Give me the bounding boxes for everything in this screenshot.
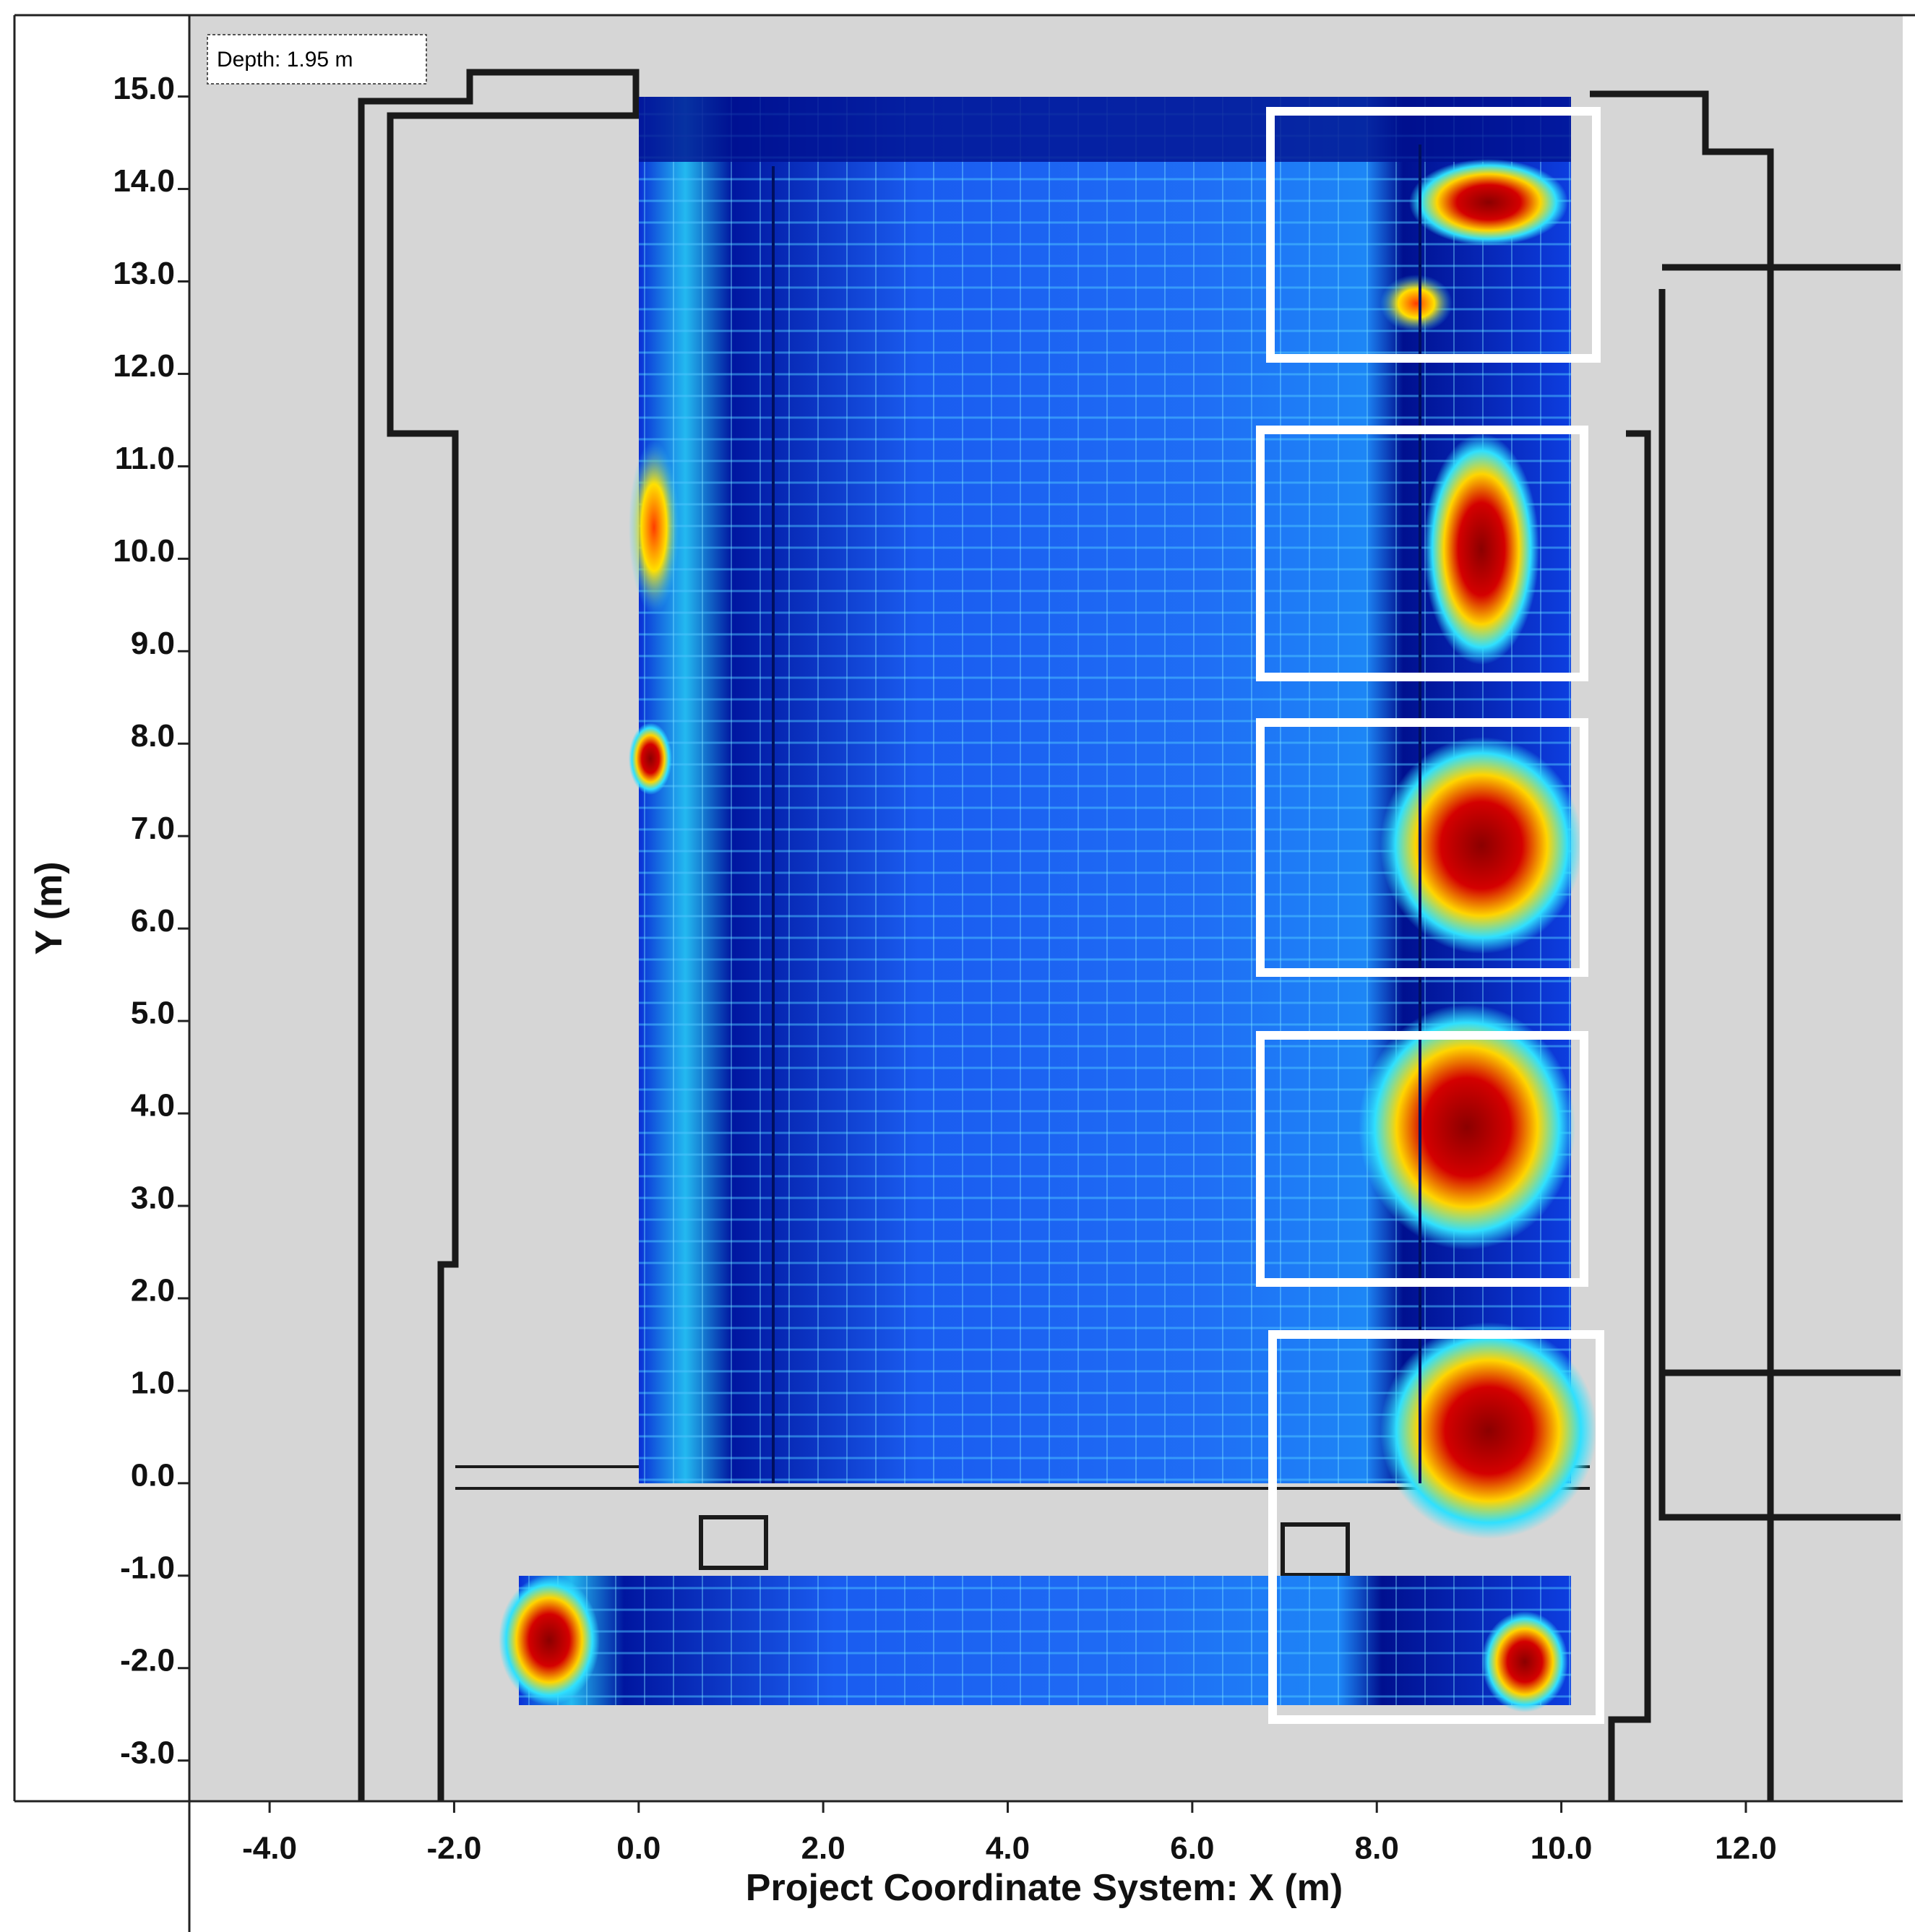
y-tick-label: 10.0 bbox=[113, 533, 175, 569]
y-tick-label: 4.0 bbox=[131, 1088, 175, 1124]
y-tick-label: -2.0 bbox=[120, 1642, 175, 1678]
y-tick-label: 7.0 bbox=[131, 811, 175, 846]
annotation-box bbox=[207, 34, 427, 85]
y-tick-label: 9.0 bbox=[131, 626, 175, 661]
y-tick-label: 13.0 bbox=[113, 256, 175, 291]
y-tick-label: -3.0 bbox=[120, 1735, 175, 1770]
y-tick-label: 3.0 bbox=[131, 1181, 175, 1216]
y-tick-label: 6.0 bbox=[131, 903, 175, 939]
y-tick-label: 11.0 bbox=[115, 441, 175, 476]
y-tick-label: 8.0 bbox=[131, 718, 175, 754]
y-tick-label: -1.0 bbox=[120, 1550, 175, 1585]
y-tick-label: 12.0 bbox=[113, 348, 175, 384]
x-tick-label: -2.0 bbox=[427, 1831, 482, 1866]
x-tick-label: 6.0 bbox=[1170, 1831, 1214, 1866]
highlight-boxes bbox=[1256, 107, 1604, 1724]
y-tick-label: 14.0 bbox=[113, 163, 175, 199]
y-axis-title: Y (m) bbox=[28, 861, 70, 954]
x-axis-title: Project Coordinate System: X (m) bbox=[746, 1867, 1343, 1909]
y-tick-label: 15.0 bbox=[113, 71, 175, 106]
x-tick-label: 2.0 bbox=[801, 1831, 845, 1866]
x-tick-label: 10.0 bbox=[1531, 1831, 1593, 1866]
y-tick-label: 1.0 bbox=[131, 1366, 175, 1401]
y-tick-label: 2.0 bbox=[131, 1273, 175, 1308]
radar-slice bbox=[499, 97, 1597, 1712]
y-tick-label: 5.0 bbox=[131, 996, 175, 1031]
x-tick-label: 0.0 bbox=[616, 1831, 660, 1866]
x-tick-label: -4.0 bbox=[242, 1831, 297, 1866]
depth-annotation: Depth: 1.95 m bbox=[217, 48, 353, 72]
y-tick-label: 0.0 bbox=[131, 1457, 175, 1493]
x-tick-label: 8.0 bbox=[1355, 1831, 1399, 1866]
x-tick-label: 4.0 bbox=[986, 1831, 1030, 1866]
x-tick-label: 12.0 bbox=[1715, 1831, 1777, 1866]
